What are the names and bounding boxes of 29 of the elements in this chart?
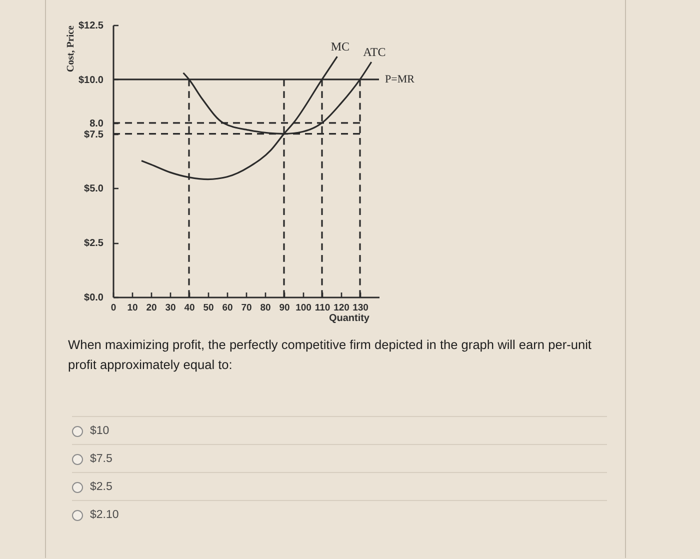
x-tick-label: 0: [110, 302, 116, 314]
y-tick-label: $5.0: [84, 184, 104, 195]
x-tick-label: 10: [127, 302, 138, 314]
y-tick-label: $2.5: [84, 238, 104, 250]
x-tick-label: 70: [241, 302, 252, 314]
x-tick-label: 110: [314, 302, 330, 314]
y-tick-label: 8.0: [90, 118, 104, 130]
text: When maximizing profit, the perfectly competitive firm depicted in the graph will earn per-unit profit approximately equal to:: [68, 336, 592, 374]
x-tick-label: 90: [279, 302, 290, 314]
y-tick-label: $12.5: [78, 20, 104, 32]
y-tick-label: $7.5: [84, 129, 104, 140]
series-label: ATC: [363, 44, 386, 59]
x-tick-label: 80: [260, 302, 271, 314]
y-tick-label: $10.0: [78, 74, 104, 86]
text: $2.10: [90, 509, 119, 521]
x-tick-label: 50: [203, 302, 214, 314]
y-tick-label: $0.0: [84, 292, 104, 304]
x-tick-label: 60: [222, 302, 233, 314]
x-axis-title: Quantity: [328, 313, 370, 324]
x-tick-label: 130: [352, 302, 368, 314]
ref-line-label: P=MR: [385, 73, 416, 86]
x-tick-label: 30: [165, 302, 176, 314]
x-tick-label: 20: [146, 302, 157, 314]
x-tick-label: 120: [334, 302, 350, 314]
x-tick-label: 100: [296, 302, 312, 314]
x-tick-label: 40: [184, 302, 195, 314]
series-label: MC: [330, 40, 350, 54]
y-axis-title: Cost, Price: [65, 24, 76, 72]
text: $10: [90, 425, 110, 437]
